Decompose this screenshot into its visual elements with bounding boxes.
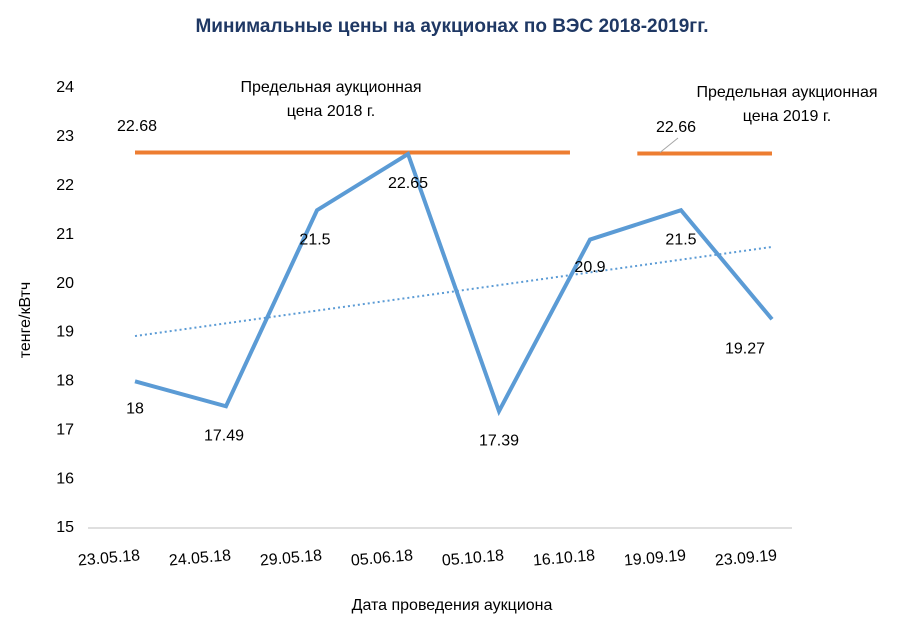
y-tick-label: 21	[56, 226, 74, 243]
y-tick-label: 19	[56, 324, 74, 341]
x-tick-label: 05.10.18	[441, 547, 505, 569]
y-tick-label: 17	[56, 421, 74, 438]
y-axis-title: тенге/кВтч	[17, 282, 34, 359]
reference-label: Предельная аукционная	[696, 84, 877, 101]
x-tick-label: 23.09.19	[714, 547, 778, 569]
y-tick-label: 22	[56, 177, 74, 194]
reference-value-label: 22.66	[656, 119, 696, 136]
x-tick-label: 23.05.18	[77, 547, 141, 569]
y-tick-label: 20	[56, 275, 74, 292]
reference-label: цена 2019 г.	[743, 108, 831, 125]
data-label: 19.27	[725, 340, 765, 357]
reference-label: цена 2018 г.	[287, 103, 375, 120]
y-tick-label: 23	[56, 128, 74, 145]
trendline	[134, 245, 773, 338]
data-label: 18	[126, 401, 144, 418]
series-line	[134, 150, 774, 417]
y-tick-label: 15	[56, 519, 74, 536]
data-label: 17.49	[204, 427, 244, 444]
data-label: 21.5	[665, 231, 696, 248]
chart-title: Минимальные цены на аукционах по ВЭС 201…	[195, 16, 708, 37]
y-tick-label: 24	[56, 79, 74, 96]
y-tick-label: 16	[56, 470, 74, 487]
x-tick-label: 19.09.19	[623, 547, 687, 569]
reference-value-label: 22.68	[117, 118, 157, 135]
leader-line	[659, 137, 679, 153]
x-tick-label: 29.05.18	[259, 547, 323, 569]
x-tick-label: 24.05.18	[168, 547, 232, 569]
reference-label: Предельная аукционная	[240, 79, 421, 96]
data-label: 21.5	[299, 231, 330, 248]
y-tick-label: 18	[56, 373, 74, 390]
data-label: 20.9	[574, 259, 605, 276]
x-axis-title: Дата проведения аукциона	[352, 597, 553, 614]
data-label: 22.65	[388, 175, 428, 192]
x-tick-label: 05.06.18	[350, 547, 414, 569]
x-tick-label: 16.10.18	[532, 547, 596, 569]
data-label: 17.39	[479, 432, 519, 449]
